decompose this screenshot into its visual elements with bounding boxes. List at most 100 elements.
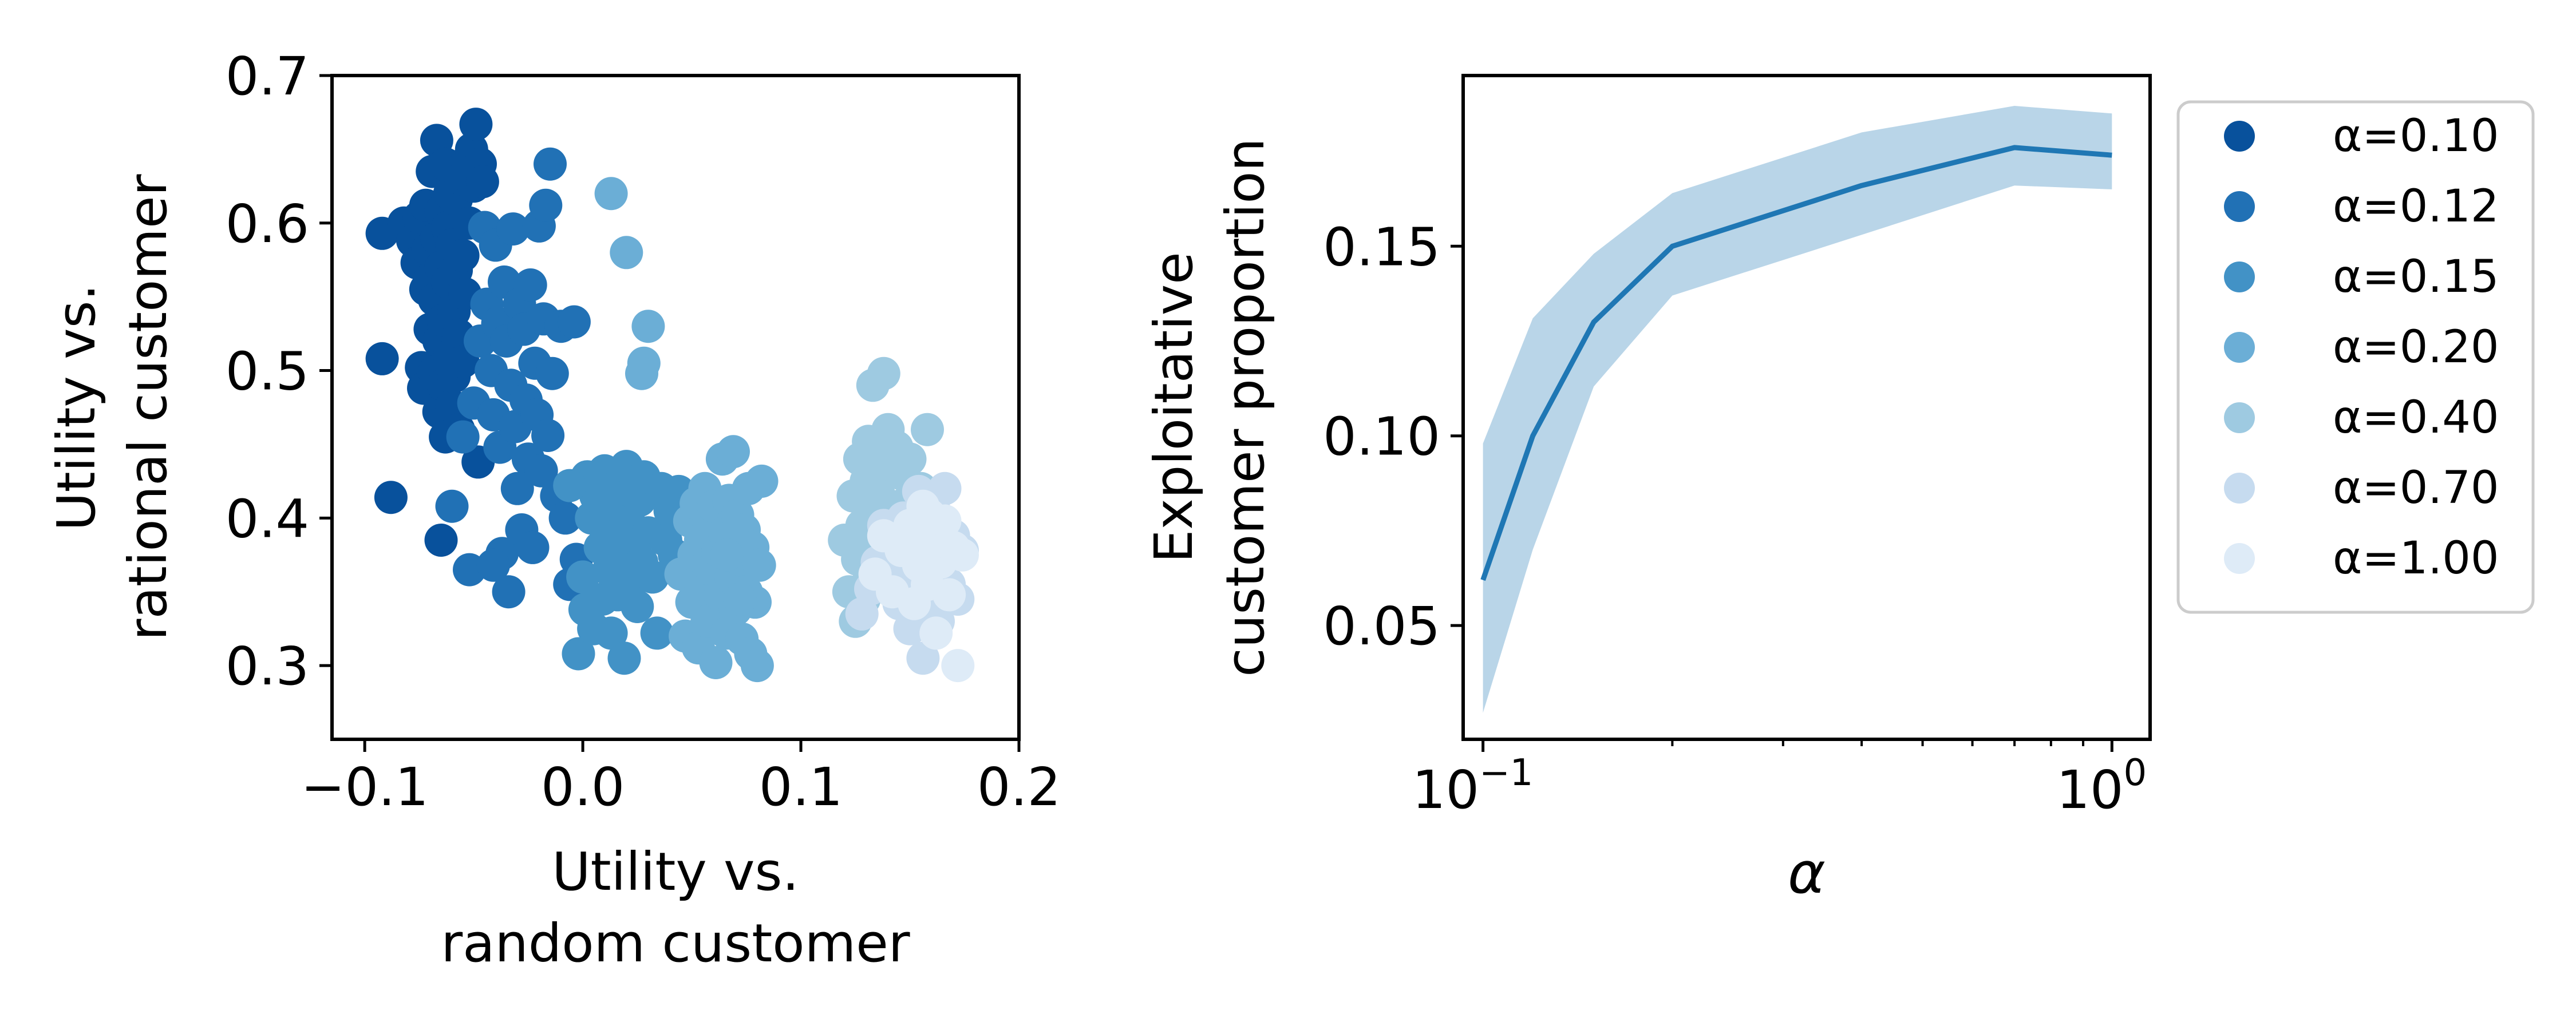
legend-marker [2224, 191, 2255, 222]
scatter-point [906, 641, 940, 675]
scatter-x-axis: −0.1 0.0 0.1 0.2 [301, 739, 1061, 818]
scatter-point [446, 239, 480, 272]
legend-label: α=0.12 [2333, 181, 2499, 232]
scatter-point [745, 464, 779, 498]
scatter-point [516, 530, 550, 564]
legend: α=0.10 α=0.12 α=0.15 α=0.20 α=0.40 α=0.70 α=1.… [2176, 100, 2535, 614]
scatter-point [435, 489, 469, 523]
scatter-point [640, 616, 674, 650]
legend-label: α=0.40 [2333, 392, 2499, 443]
scatter-point [446, 420, 480, 454]
scatter-point [610, 236, 643, 270]
scatter-point [742, 548, 776, 582]
scatter-point [911, 413, 944, 446]
scatter-point [534, 147, 567, 181]
x-tick-label: 0.1 [759, 756, 843, 818]
scatter-point [531, 419, 565, 452]
x-tick-label: 0.0 [541, 756, 625, 818]
y-tick-label: 0.3 [226, 636, 309, 697]
scatter-x-label-line1: Utility vs. [552, 841, 799, 902]
scatter-point [852, 425, 886, 458]
scatter-point [941, 649, 975, 683]
y-tick-label: 0.6 [226, 193, 309, 255]
scatter-y-label-line2: rational customer [117, 174, 179, 640]
legend-marker [2224, 473, 2255, 504]
y-tick-label: 0.7 [226, 46, 309, 107]
scatter-point [500, 472, 534, 505]
scatter-point [900, 530, 933, 564]
scatter-point [919, 616, 953, 650]
scatter-point [566, 560, 600, 594]
legend-label: α=1.00 [2333, 533, 2499, 584]
scatter-point [476, 548, 510, 582]
legend-marker [2224, 262, 2255, 292]
scatter-point [492, 575, 526, 609]
scatter-point [557, 305, 591, 339]
scatter-chart: −0.1 0.0 0.1 0.2 0.3 0.4 0.5 0.6 0.7 Utility vs… [46, 46, 1061, 974]
scatter-point [496, 212, 530, 246]
scatter-point [553, 469, 587, 502]
scatter-y-axis: 0.3 0.4 0.5 0.6 0.7 [226, 46, 332, 697]
scatter-point [845, 597, 879, 631]
legend-label: α=0.15 [2333, 251, 2499, 303]
scatter-point [717, 435, 750, 469]
scatter-point [699, 646, 733, 679]
line-plot-frame [1461, 74, 2152, 741]
legend-marker [2224, 402, 2255, 433]
line-x-label: α [1788, 839, 1826, 906]
scatter-x-label-line2: random customer [441, 913, 910, 974]
scatter-point [893, 442, 927, 476]
scatter-point [424, 524, 458, 557]
x-tick-label: 0.2 [977, 756, 1061, 818]
scatter-y-label-line1: Utility vs. [46, 284, 107, 530]
scatter-point [529, 188, 563, 222]
scatter-point [631, 310, 665, 343]
scatter-point [594, 177, 628, 211]
legend-marker [2224, 332, 2255, 363]
y-tick-label: 0.10 [1323, 406, 1440, 468]
legend-marker [2224, 121, 2255, 152]
scatter-point [374, 481, 408, 514]
scatter-points [365, 108, 979, 683]
scatter-point [867, 356, 900, 390]
scatter-point [710, 538, 744, 572]
scatter-point [594, 616, 628, 650]
scatter-point [636, 560, 669, 594]
y-tick-label: 0.05 [1323, 596, 1440, 657]
scatter-point [607, 641, 641, 675]
scatter-point [625, 356, 658, 390]
scatter-point [621, 590, 654, 623]
legend-label: α=0.70 [2333, 462, 2499, 514]
scatter-point [465, 165, 499, 199]
line-y-axis: 0.05 0.10 0.15 [1323, 216, 1463, 657]
legend-frame [2176, 100, 2535, 614]
scatter-plot-frame [330, 74, 1021, 741]
legend-label: α=0.20 [2333, 322, 2499, 373]
series-line [1480, 145, 2112, 581]
scatter-point [535, 356, 569, 390]
scatter-point [740, 649, 774, 683]
scatter-point [912, 498, 946, 532]
scatter-point [513, 268, 547, 302]
x-tick-label: −0.1 [301, 756, 428, 818]
confidence-band [1483, 106, 2112, 713]
y-tick-label: 0.4 [226, 488, 309, 549]
scatter-point [568, 593, 602, 627]
scatter-point [893, 612, 927, 645]
scatter-point [933, 578, 966, 612]
scatter-point [365, 342, 399, 375]
line-y-label-line2: customer proportion [1215, 138, 1276, 677]
scatter-point [863, 479, 896, 513]
scatter-point [548, 501, 582, 535]
x-tick-label: 10−1 [1412, 752, 1533, 821]
line-y-label-line1: Exploitative [1143, 252, 1204, 563]
line-x-axis: 10−1 100 [1412, 739, 2147, 821]
scatter-point [946, 538, 979, 572]
scatter-point [459, 108, 493, 141]
legend-marker [2224, 543, 2255, 574]
x-tick-label: 100 [2056, 752, 2147, 821]
line-chart: 10−1 100 0.05 0.10 0.15 α Exploitative cust… [1143, 74, 2152, 906]
scatter-point [562, 637, 595, 671]
y-tick-label: 0.15 [1323, 216, 1440, 278]
